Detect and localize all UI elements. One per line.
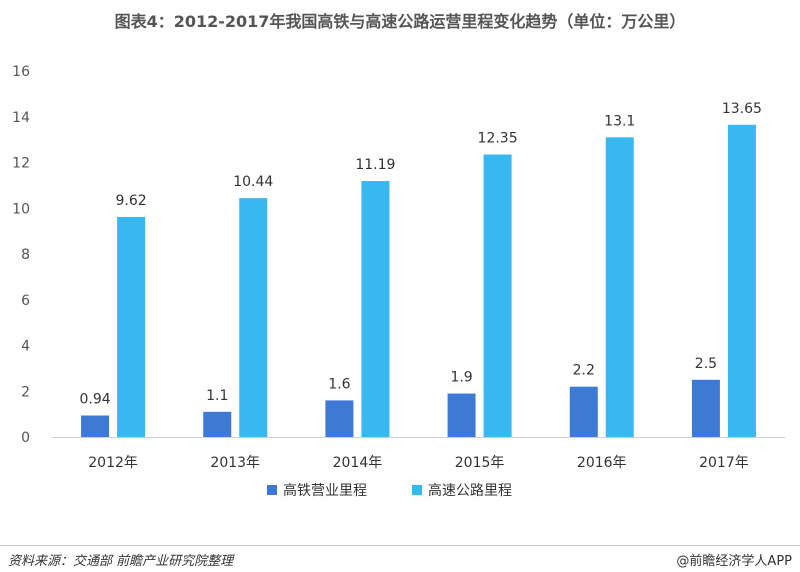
- bar-hsr: [325, 400, 354, 437]
- bar-chart: 0 2 4 6 8 10 12 14 16 2012年 0.94 9.62 2013年 1.1 10.44 2…: [12, 64, 785, 499]
- credit-note: @前瞻经济学人APP: [676, 554, 792, 569]
- x-tick-label: 2012年: [88, 455, 138, 471]
- y-tick-label: 8: [21, 247, 30, 263]
- y-tick-label: 6: [21, 293, 30, 309]
- bar-hsr: [447, 393, 476, 437]
- y-tick-label: 16: [12, 64, 30, 80]
- x-tick-label: 2016年: [577, 455, 627, 471]
- x-tick-label: 2017年: [699, 455, 749, 471]
- bar-hsr: [81, 415, 110, 437]
- x-tick-label: 2014年: [333, 455, 383, 471]
- bar-hsr: [203, 411, 232, 437]
- bar-hsr: [569, 386, 598, 437]
- legend-label-hsr: 高铁营业里程: [283, 482, 367, 499]
- data-label: 0.94: [79, 391, 110, 407]
- y-tick-label: 4: [21, 339, 30, 355]
- legend-swatch-hsr: [267, 485, 277, 495]
- x-tick-label: 2015年: [455, 455, 505, 471]
- bar-expressway: [361, 181, 390, 437]
- data-label: 1.9: [450, 370, 472, 386]
- data-label: 1.6: [328, 376, 350, 392]
- x-tick-label: 2013年: [210, 455, 260, 471]
- y-tick-label: 10: [12, 201, 30, 217]
- legend-label-expressway: 高速公路里程: [428, 482, 512, 499]
- y-tick-label: 0: [21, 430, 30, 446]
- data-label: 2.5: [695, 356, 717, 372]
- data-label: 10.44: [233, 174, 273, 190]
- data-label: 9.62: [115, 193, 146, 209]
- data-label: 1.1: [206, 388, 228, 404]
- bar-expressway: [727, 124, 756, 437]
- footer: 资料来源：交通部 前瞻产业研究院整理 @前瞻经济学人APP: [0, 545, 800, 572]
- bar-expressway: [483, 154, 512, 437]
- data-label: 12.35: [478, 130, 518, 146]
- data-label: 11.19: [355, 157, 395, 173]
- bar-hsr: [691, 379, 720, 437]
- data-label: 13.1: [604, 113, 635, 129]
- source-note: 资料来源：交通部 前瞻产业研究院整理: [8, 554, 234, 569]
- y-tick-label: 2: [21, 384, 30, 400]
- bar-expressway: [605, 137, 634, 437]
- legend-swatch-expressway: [412, 485, 422, 495]
- data-label: 2.2: [573, 363, 595, 379]
- y-tick-label: 12: [12, 156, 30, 172]
- bar-expressway: [239, 198, 268, 437]
- bar-expressway: [117, 216, 146, 437]
- y-tick-label: 14: [12, 110, 30, 126]
- data-label: 13.65: [722, 101, 762, 117]
- chart-title: 图表4：2012-2017年我国高铁与高速公路运营里程变化趋势（单位：万公里）: [114, 12, 686, 31]
